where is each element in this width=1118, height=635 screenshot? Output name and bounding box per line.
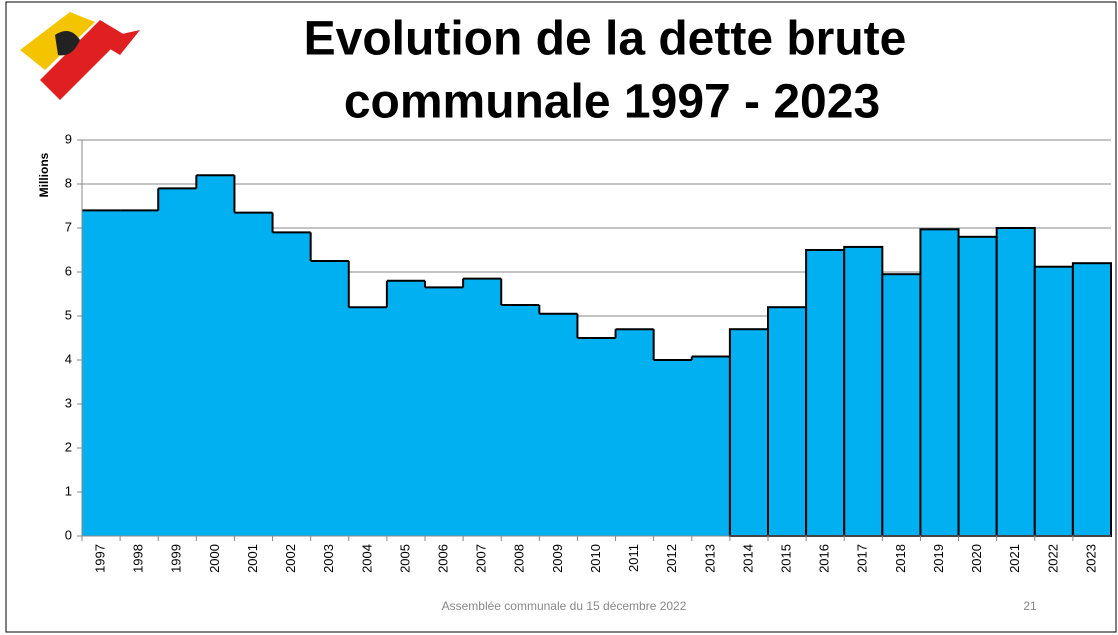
x-tick-label: 2008 [512,544,527,573]
x-tick-label: 2012 [664,544,679,573]
title-line: Evolution de la dette brute [304,13,907,66]
x-tick-label: 1997 [92,544,107,573]
x-tick-label: 2010 [588,544,603,573]
y-tick-label: 1 [65,483,72,498]
bar [539,313,578,536]
y-tick-label: 6 [65,263,72,278]
x-tick-label: 1998 [131,544,146,573]
x-tick-label: 2018 [893,544,908,573]
x-tick-label: 1999 [169,544,184,573]
x-tick-label: 2004 [359,544,374,573]
bar [957,235,998,538]
y-tick-label: 4 [65,351,72,366]
slide-frame [5,1,1117,633]
y-tick-label: 8 [65,175,72,190]
x-tick-label: 2019 [931,544,946,573]
x-tick-label: 2022 [1045,544,1060,573]
x-tick-label: 2003 [321,544,336,573]
x-tick-label: 2005 [397,544,412,573]
bar [615,329,655,536]
y-tick-label: 3 [65,395,72,410]
x-tick-label: 2002 [283,544,298,573]
bar [1033,265,1074,537]
bar [919,228,960,537]
bar [653,360,693,536]
title-line: communale 1997 - 2023 [344,76,880,129]
bar [348,307,388,536]
y-tick-label: 2 [65,439,72,454]
bar [767,306,808,538]
x-tick-label: 2021 [1007,544,1022,573]
x-tick-label: 2001 [245,544,260,573]
x-tick-label: 2023 [1083,544,1098,573]
x-tick-label: 2014 [740,544,755,573]
bar [577,338,617,536]
x-tick-label: 2017 [855,544,870,573]
bar [843,245,884,537]
bar [1071,262,1113,537]
y-tick-label: 5 [65,307,72,322]
bar [425,287,464,536]
logo [20,12,140,100]
bar [995,227,1036,537]
y-tick-label: 7 [65,219,72,234]
y-axis-label: Millions [37,152,51,197]
x-tick-label: 2011 [626,544,641,572]
bar [158,188,197,536]
bar [196,175,235,536]
bar [881,273,922,537]
bar [272,232,312,536]
bar [386,280,426,536]
bar [728,328,770,538]
bar [82,210,121,536]
x-tick-label: 2020 [969,544,984,573]
x-tick-label: 2000 [207,544,222,573]
bar [120,210,159,536]
x-tick-label: 2016 [817,544,832,573]
y-tick-label: 0 [65,527,72,542]
page-number: 21 [1023,599,1037,613]
x-tick-label: 2015 [778,544,793,573]
bar [501,305,540,536]
bar [310,261,350,536]
x-tick-label: 2007 [474,544,489,573]
bar [234,212,274,536]
y-tick-label: 9 [65,131,72,146]
bar [691,356,731,536]
bar [463,278,502,536]
bar [805,249,846,537]
footer: Assemblée communale du 15 décembre 2022 [442,599,687,613]
x-tick-label: 2009 [550,544,565,573]
x-tick-label: 2013 [702,544,717,573]
x-tick-label: 2006 [435,544,450,573]
